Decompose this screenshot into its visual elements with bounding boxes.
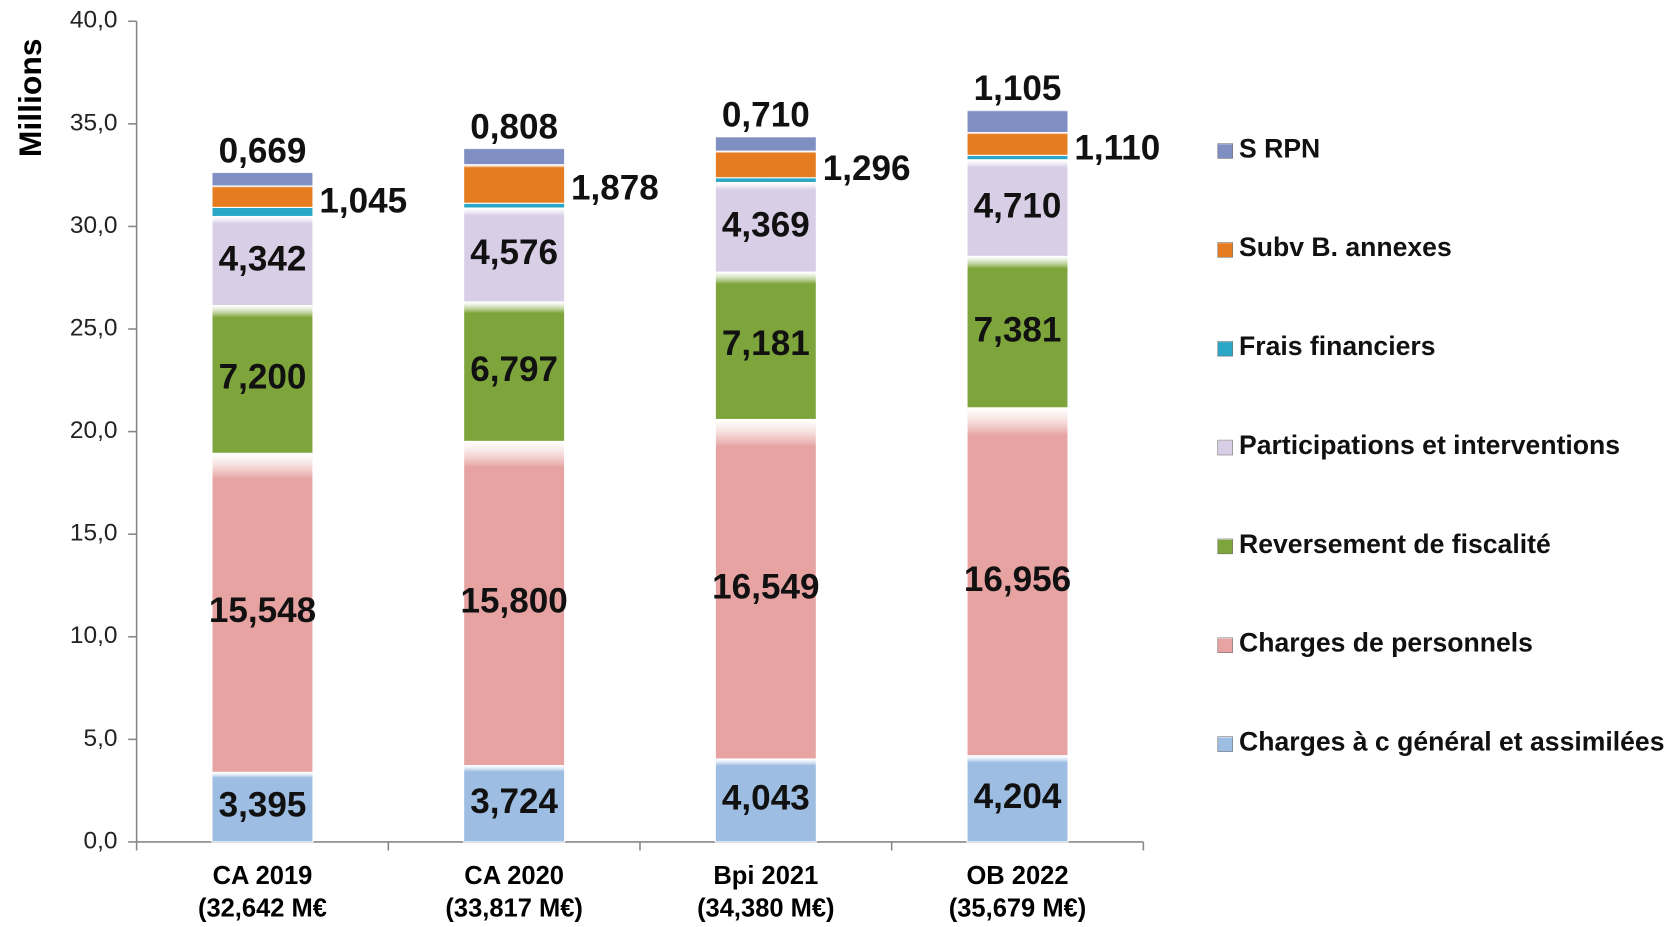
data-label: 4,204 [974,777,1062,816]
bar-segment [966,154,1069,161]
legend-label: S RPN [1239,133,1321,164]
data-label: 0,669 [219,131,307,170]
bar-segment [966,132,1069,156]
x-tick-label: CA 2020 [464,862,564,890]
legend-swatch [1217,736,1233,752]
bar-segment [463,765,566,843]
bar-segment [211,171,314,187]
legend-swatch [1217,439,1233,456]
legend-entry: S RPN [1239,133,1321,164]
y-tick-label: 20,0 [70,417,118,444]
bar-segment [966,255,1069,409]
bar-segment [966,755,1069,843]
bar-segment [714,150,817,179]
data-label: 15,800 [460,582,567,621]
bar-segment [714,418,817,760]
x-tick-label: (33,817 M€) [445,895,583,923]
legend-swatch [1217,538,1233,555]
legend-entry: Subv B. annexes [1239,232,1452,263]
legend-label: Charges de personnels [1239,628,1533,659]
x-tick-label: Bpi 2021 [713,862,818,890]
data-label: 4,043 [722,779,810,818]
bar-segment [463,301,566,442]
x-tick-label: CA 2019 [213,862,313,890]
bar-segment [966,407,1069,757]
bar-segment [211,771,314,843]
bar-segment [714,136,817,152]
y-tick-label: 30,0 [70,212,118,239]
data-label: 15,548 [209,591,316,630]
bar-segment [463,147,566,166]
bar-segment [714,758,817,843]
data-label: 7,181 [722,324,810,363]
bar-segment [966,159,1069,257]
legend-swatch [1217,242,1233,258]
x-tick-label: (34,380 M€) [697,895,835,923]
data-label: 3,395 [219,785,307,824]
x-tick-label: OB 2022 [966,862,1068,890]
bar-segment [714,181,817,273]
bar-segment [463,440,566,767]
bar-segment [463,164,566,204]
data-label: 3,724 [470,782,558,821]
data-label: 0,710 [722,96,810,135]
legend-entry: Participations et interventions [1239,430,1621,461]
y-tick-label: 40,0 [70,7,118,34]
data-label: 6,797 [470,350,558,389]
data-label: 16,956 [964,560,1071,599]
data-label: 0,808 [470,107,558,146]
data-label: 4,576 [470,233,558,272]
legend-entry: Charges à c général et assimilées [1239,727,1665,757]
data-label: 16,549 [712,567,819,606]
data-label: 1,878 [571,169,659,208]
bar-segment [714,177,817,184]
legend-label: Reversement de fiscalité [1239,529,1551,560]
data-label: 7,381 [974,310,1062,349]
y-tick-label: 35,0 [70,109,118,136]
legend-entry: Charges de personnels [1239,628,1533,659]
y-tick-label: 0,0 [84,827,118,854]
bar-segment [211,215,314,307]
legend-swatch [1217,637,1233,653]
data-label: 7,200 [219,358,307,397]
legend-entry: Reversement de fiscalité [1239,529,1551,560]
data-label: 1,045 [319,181,407,220]
data-label: 4,342 [219,239,307,278]
bar-segment [966,109,1069,134]
x-tick-label: (35,679 M€) [949,895,1087,923]
legend-label: Subv B. annexes [1239,232,1452,263]
legend-label: Charges à c général et assimilées [1239,727,1665,757]
bar-segment [211,305,314,454]
y-axis-label: Millions [12,38,48,157]
bar-segment [714,271,817,420]
bar-segment [211,452,314,773]
legend-label: Participations et interventions [1239,430,1621,461]
data-label: 4,369 [722,206,810,245]
legend-entry: Frais financiers [1239,331,1436,362]
legend-swatch [1217,143,1233,159]
y-tick-label: 10,0 [70,622,118,649]
data-label: 1,110 [1074,129,1160,168]
bar-segment [211,185,314,208]
legend-label: Frais financiers [1239,331,1436,362]
bar-segment [463,207,566,303]
y-tick-label: 15,0 [70,520,118,547]
legend-swatch [1217,340,1233,357]
bar-segment [211,206,314,218]
data-label: 1,105 [974,69,1062,108]
data-label: 4,710 [974,186,1062,225]
bar-segment [463,202,566,209]
x-tick-label: (32,642 M€ [198,895,327,923]
data-label: 1,296 [823,149,911,188]
y-tick-label: 25,0 [70,314,118,341]
y-tick-label: 5,0 [84,725,118,752]
